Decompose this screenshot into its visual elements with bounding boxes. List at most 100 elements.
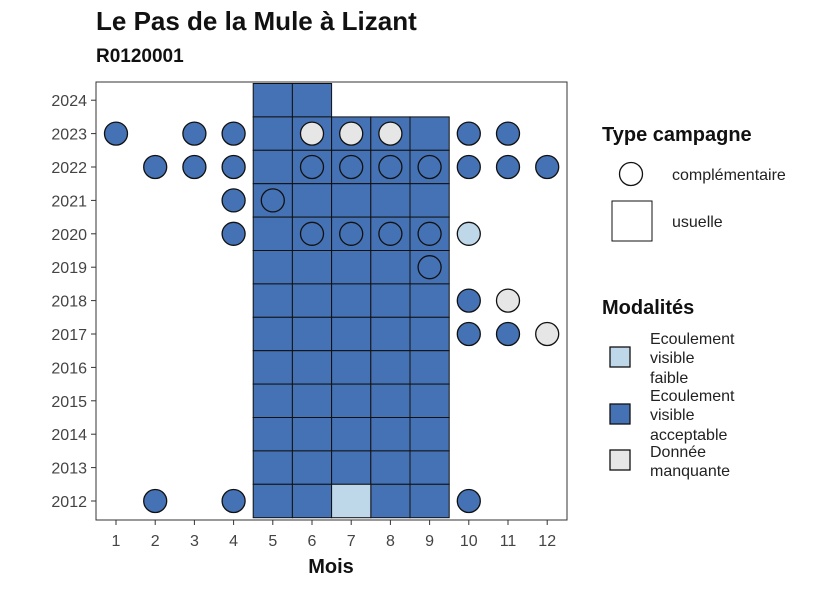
tile-2016-5 [252,350,293,385]
tile-2020-5 [252,216,293,252]
point-2020-7 [339,221,364,246]
y-tick-label: 2016 [51,360,87,377]
tile-2013-6 [291,450,333,485]
tile-2016-6 [291,350,333,385]
x-tick-label: 11 [500,533,517,550]
tile-2016-7 [331,350,372,385]
tile-2018-9 [409,283,450,318]
point-2022-4 [221,154,246,180]
tile-2024-6 [291,83,333,118]
point-2022-7 [339,154,364,180]
tile-2013-7 [331,450,372,485]
x-tick-label: 7 [347,533,356,550]
point-2017-11 [495,321,521,347]
legend-fill-label: Donnée [650,444,706,461]
y-tick-label: 2015 [51,394,87,411]
tile-2014-5 [252,417,293,452]
point-2023-11 [495,121,521,146]
point-2012-4 [221,488,246,514]
legend-fill-label: Ecoulement [650,388,735,405]
point-2018-11 [495,288,521,313]
tile-2015-7 [331,383,372,419]
tile-2018-5 [252,283,293,318]
y-tick-label: 2023 [51,127,87,144]
point-2018-10 [456,288,481,313]
tile-2016-9 [409,350,450,385]
tile-2017-9 [409,316,450,352]
legend-fill-label: Ecoulement [650,331,735,348]
y-tick-label: 2014 [51,427,87,444]
y-axis: 2012 2013 2014 2015 2016 2017 2018 2019 2020 2021… [51,93,96,511]
tile-2023-9 [409,116,450,151]
point-2022-12 [535,154,560,180]
legend-fill-label: acceptable [650,427,727,444]
complementaire-points [103,121,560,514]
y-tick-label: 2013 [51,461,87,478]
y-tick-label: 2017 [51,327,87,344]
point-2017-12 [535,321,560,347]
tile-2018-8 [370,283,411,318]
tile-2019-6 [291,250,333,285]
x-tick-label: 5 [268,533,277,550]
tile-2013-5 [252,450,293,485]
point-2020-8 [378,221,403,246]
point-2022-8 [378,154,403,180]
tile-2023-5 [252,116,293,151]
y-tick-label: 2020 [51,227,87,244]
tile-2019-7 [331,250,372,285]
tile-2015-6 [291,383,333,419]
tile-2014-6 [291,417,333,452]
point-2023-10 [456,121,481,146]
tile-2022-5 [252,149,293,185]
chart-subtitle: R0120001 [96,46,184,67]
point-2021-5 [260,188,285,213]
legend-shape-label: usuelle [672,214,723,231]
legend-fill-label: manquante [650,463,730,480]
tile-2015-9 [409,383,450,419]
x-tick-label: 1 [112,533,121,550]
point-2023-4 [221,121,246,146]
x-tick-label: 8 [386,533,395,550]
x-axis: 1 2 3 4 5 6 7 8 9 10 11 12 [112,520,556,550]
legend-shape-title: Type campagne [602,124,752,146]
point-2020-4 [221,221,246,246]
tile-2014-9 [409,417,450,452]
point-2012-10 [456,488,481,514]
tile-2021-6 [291,183,333,218]
tile-2019-5 [252,250,293,285]
x-axis-title: Mois [308,556,354,578]
legend-circle-key [618,161,644,187]
tile-2017-7 [331,316,372,352]
tile-2021-7 [331,183,372,218]
tile-2013-9 [409,450,450,485]
point-2022-10 [456,154,481,180]
legend-fill-key [609,346,631,368]
legend-shape-label: complémentaire [672,167,786,184]
chart-title: Le Pas de la Mule à Lizant [96,6,417,36]
x-tick-label: 2 [151,533,160,550]
tile-2012-5 [252,483,293,519]
legend: Type campagne complémentaire usuelle Modali… [602,124,786,480]
tile-2012-8 [370,483,411,519]
point-2022-2 [143,154,168,180]
point-2022-9 [417,154,442,180]
tile-2012-9 [409,483,450,519]
y-tick-label: 2019 [51,260,87,277]
point-2020-6 [299,221,325,246]
legend-fill-label: visible [650,350,695,367]
point-2020-10 [456,221,481,246]
tile-2021-9 [409,183,450,218]
tile-2013-8 [370,450,411,485]
tile-2014-7 [331,417,372,452]
legend-fill-key [609,449,631,471]
legend-square-key [611,200,653,242]
x-tick-label: 9 [425,533,434,550]
point-2017-10 [456,321,481,347]
tile-2017-5 [252,316,293,352]
tile-2017-6 [291,316,333,352]
x-tick-label: 10 [460,533,478,550]
y-tick-label: 2024 [51,93,87,110]
point-2022-3 [182,154,207,180]
